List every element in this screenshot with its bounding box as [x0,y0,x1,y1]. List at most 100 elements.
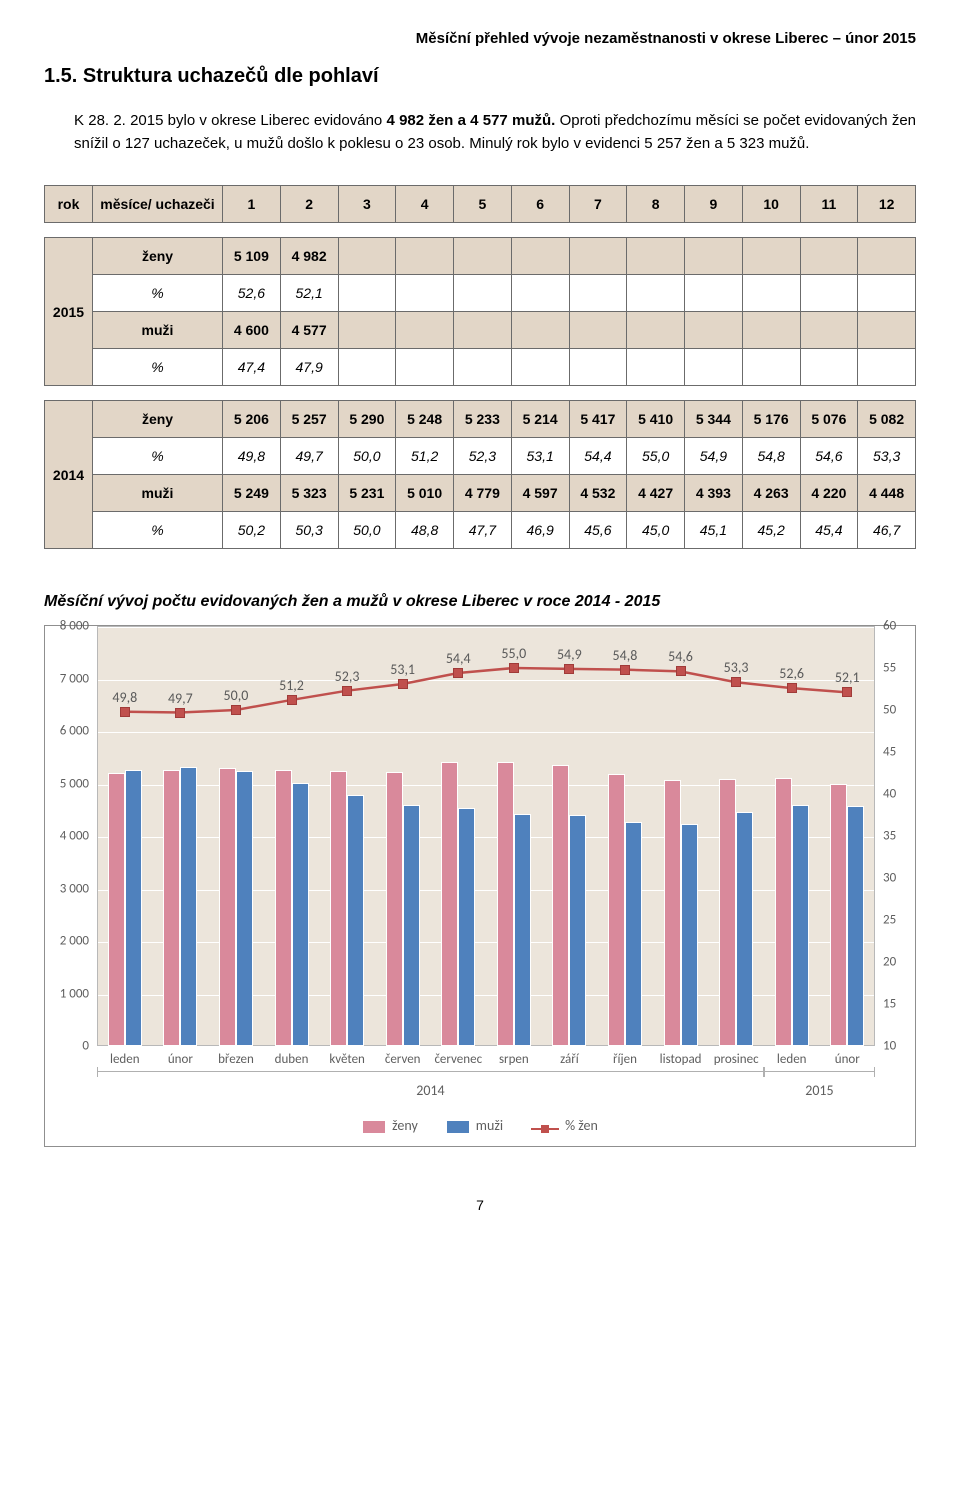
data-cell: 5 410 [627,401,685,438]
data-cell: 55,0 [627,438,685,475]
th-col: 6 [511,186,569,223]
x-axis: ledenúnorbřezendubenkvětenčervenčervenec… [97,1046,875,1067]
y2-tick-label: 15 [883,997,896,1012]
data-cell: 46,7 [858,512,916,549]
bar-group [486,626,542,1046]
data-cell [742,349,800,386]
bar-men [792,805,809,1047]
data-cell [800,275,858,312]
data-cell [800,238,858,275]
x-tick-label: srpen [486,1046,542,1067]
data-cell: 5 248 [396,401,454,438]
data-cell: 4 263 [742,475,800,512]
data-cell [338,275,396,312]
x-tick-label: květen [319,1046,375,1067]
data-cell: 49,7 [280,438,338,475]
data-cell: 45,1 [685,512,743,549]
th-col: 4 [396,186,454,223]
data-cell: 4 577 [280,312,338,349]
bar-women [219,768,236,1046]
bar-group [319,626,375,1046]
row-label: % [93,275,223,312]
bar-group [153,626,209,1046]
y2-tick-label: 45 [883,745,896,760]
th-label: měsíce/ uchazeči [93,186,223,223]
table-row: muži5 2495 3235 2315 0104 7794 5974 5324… [45,475,916,512]
row-label: % [93,349,223,386]
x-tick-label: říjen [597,1046,653,1067]
data-cell: 54,9 [685,438,743,475]
table-row: 2014ženy5 2065 2575 2905 2485 2335 2145 … [45,401,916,438]
data-cell: 5 257 [280,401,338,438]
bar-men [347,795,364,1046]
data-cell: 53,1 [511,438,569,475]
data-cell [396,349,454,386]
data-cell [742,275,800,312]
y1-tick-label: 0 [82,1039,89,1054]
bar-women [719,779,736,1046]
data-cell [454,238,512,275]
data-cell: 4 427 [627,475,685,512]
y1-tick-label: 3 000 [60,881,89,896]
x-tick-label: prosinec [708,1046,764,1067]
x-tick-label: červen [375,1046,431,1067]
y2-tick-label: 50 [883,703,896,718]
legend-item-pct: % žen [531,1117,598,1134]
data-cell [454,312,512,349]
y1-tick-label: 6 000 [60,724,89,739]
data-cell: 47,4 [223,349,281,386]
data-cell: 5 344 [685,401,743,438]
legend-label-pct: % žen [565,1117,598,1134]
data-cell: 4 982 [280,238,338,275]
data-cell: 4 220 [800,475,858,512]
bar-men [625,822,642,1046]
bar-men [403,805,420,1046]
bar-women [497,762,514,1046]
bar-men [514,814,531,1046]
bar-women [775,778,792,1046]
th-col: 1 [223,186,281,223]
data-cell [858,275,916,312]
bar-women [830,784,847,1046]
y2-tick-label: 10 [883,1039,896,1054]
bar-women [330,771,347,1046]
x-tick-label: březen [208,1046,264,1067]
data-cell [627,275,685,312]
legend-swatch-men [446,1120,470,1134]
row-label: ženy [93,238,223,275]
x-tick-label: duben [264,1046,320,1067]
data-cell [338,312,396,349]
data-cell: 50,0 [338,438,396,475]
chart-title: Měsíční vývoj počtu evidovaných žen a mu… [44,593,916,611]
data-cell [569,238,627,275]
data-cell: 45,2 [742,512,800,549]
table-row: muži4 6004 577 [45,312,916,349]
data-cell: 4 448 [858,475,916,512]
x-tick-label: září [542,1046,598,1067]
bars-layer [97,626,875,1046]
data-cell: 54,8 [742,438,800,475]
data-cell: 5 323 [280,475,338,512]
data-cell [627,349,685,386]
document-header: Měsíční přehled vývoje nezaměstnanosti v… [44,30,916,47]
data-cell [858,238,916,275]
table-row: 2015ženy5 1094 982 [45,238,916,275]
data-cell: 45,4 [800,512,858,549]
legend-line-icon [531,1125,559,1133]
data-cell [685,312,743,349]
chart-container: 01 0002 0003 0004 0005 0006 0007 0008 00… [44,625,916,1147]
th-col: 2 [280,186,338,223]
y1-tick-label: 4 000 [60,829,89,844]
bar-men [569,815,586,1046]
year-cell: 2015 [45,238,93,386]
row-label: % [93,512,223,549]
bar-men [847,806,864,1046]
data-cell: 54,6 [800,438,858,475]
th-col: 12 [858,186,916,223]
data-cell: 46,9 [511,512,569,549]
data-cell [454,275,512,312]
data-cell: 5 417 [569,401,627,438]
data-cell [742,238,800,275]
data-cell: 5 233 [454,401,512,438]
year-cell: 2014 [45,401,93,549]
